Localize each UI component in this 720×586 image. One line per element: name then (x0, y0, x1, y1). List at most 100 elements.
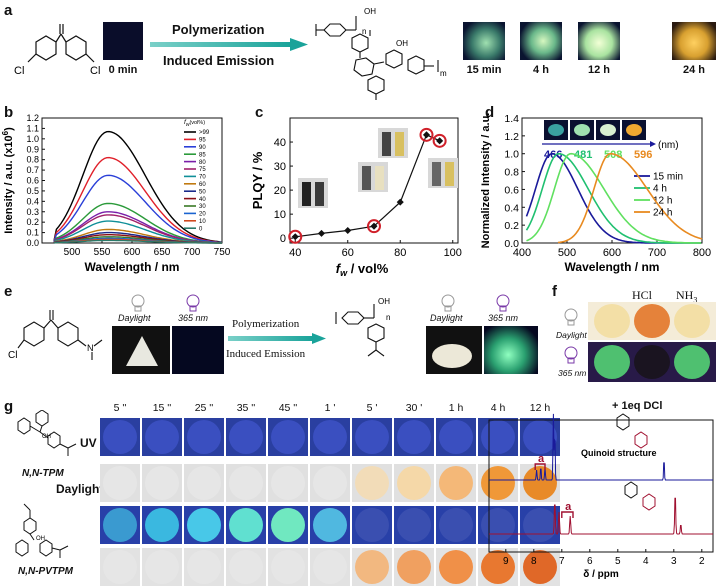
arrow-e (228, 333, 326, 344)
sample-spot (481, 550, 515, 584)
pvtpm-day-cell (352, 548, 392, 586)
xlabel-c: fw / vol% (336, 261, 389, 276)
sample-spot (481, 466, 515, 500)
tpm-uv-cell (478, 418, 518, 456)
panel-label-f: f (552, 283, 557, 300)
photo-24h (672, 22, 716, 60)
bulb-icon-2 (441, 294, 455, 312)
series-line-d (526, 152, 702, 244)
peak-arrow-head (650, 141, 656, 147)
tpm-uv-cell (394, 418, 434, 456)
bracket-bottom (561, 511, 574, 518)
tpm-day-cell (478, 464, 518, 502)
sample-spot (439, 550, 473, 584)
ytick-label-d: 0.6 (504, 184, 519, 196)
panel-label-a: a (4, 2, 13, 19)
pvtpm-uv-cell (268, 506, 308, 544)
pvtpm-day-cell (100, 548, 140, 586)
arrow-top-text-e: Polymerization (232, 318, 300, 330)
tpm-day-cell (310, 464, 350, 502)
tpm-label: N,N-TPM (22, 468, 64, 479)
legend-label-d: 24 h (653, 208, 672, 219)
nmr-xlabel: δ / ppm (583, 569, 619, 580)
tpm-ring-nmr-2 (642, 493, 656, 511)
peak-label: 508 (604, 149, 622, 161)
xtick-label-d: 800 (693, 247, 711, 259)
sample-spot (229, 420, 263, 454)
tpm-uv-cell (352, 418, 392, 456)
series-line-d (557, 152, 703, 244)
sample-spot (103, 508, 137, 542)
ytick-label-b: 0.2 (26, 217, 39, 227)
tpm-uv-cell (268, 418, 308, 456)
ytick-label-b: 1.1 (26, 123, 39, 133)
nmr-xtick-label: 6 (587, 556, 593, 567)
ytick-label-b: 0.4 (26, 196, 39, 206)
pvtpm-uv-cell (478, 506, 518, 544)
tpm-uv-cell (100, 418, 140, 456)
xtick-label-b: 500 (64, 247, 81, 258)
ytick-label-b: 0.6 (26, 176, 39, 186)
tpm-day-cell (268, 464, 308, 502)
panel-label-d: d (485, 104, 495, 121)
chart-c-plqy: 0 10 20 30 40 40 60 80 100 fw / vol% PLQY / % (250, 117, 462, 276)
photo-monomer-uv (172, 326, 224, 374)
tpm-oh: OH (42, 434, 51, 440)
ytick-label-d: 0.0 (504, 238, 519, 250)
uv-label-e1: 365 nm (178, 313, 209, 323)
photo-monomer-daylight (112, 326, 170, 374)
uv-label-f: 365 nm (558, 368, 587, 378)
legend-title-b: fw(vol%) (184, 119, 205, 128)
ytick-label-d: 0.8 (504, 167, 519, 179)
vial-1 (382, 132, 391, 156)
xlabel-d: Wavelength / nm (565, 260, 660, 274)
pvtpm-day-cell (520, 548, 560, 586)
cl-left: Cl (14, 65, 24, 77)
tpm-uv-cell (436, 418, 476, 456)
pvtpm-day-cell (478, 548, 518, 586)
nmr-xtick-label: 8 (531, 556, 537, 567)
time-5m: 5 ' (366, 402, 378, 414)
pvtpm-day-cell (184, 548, 224, 586)
panel-label-c: c (255, 104, 264, 121)
ytick-label-b: 0.1 (26, 228, 39, 238)
sample-spot (523, 550, 557, 584)
cl-e: Cl (8, 350, 17, 361)
legend-label-b: 75 (199, 167, 206, 173)
ytick-label-d: 1.2 (504, 131, 519, 143)
nmr-xtick-label: 5 (615, 556, 621, 567)
ytick-label-d: 0.2 (504, 220, 519, 232)
arrow-bottom-text: Induced Emission (163, 53, 275, 68)
sample-spot (313, 466, 347, 500)
cl-right: Cl (90, 65, 100, 77)
sample-spot (145, 466, 179, 500)
highlight-ring (288, 229, 303, 244)
legend-label-b: 85 (199, 152, 206, 158)
vial-1 (302, 182, 311, 206)
pvtpm-uv-cell (436, 506, 476, 544)
pvtpm-label: N,N-PVTPM (18, 566, 73, 577)
tpm-uv-cell (226, 418, 266, 456)
sample-spot (355, 420, 389, 454)
photo-15min (463, 22, 505, 60)
sample-spot (145, 550, 179, 584)
series-line-b (53, 156, 223, 243)
peak-label: 596 (634, 149, 652, 161)
ytick-label-c: 40 (274, 137, 286, 149)
pvtpm-uv-cell (226, 506, 266, 544)
spot-day-nh3 (674, 304, 710, 338)
nh3-label: NH3 (676, 288, 697, 304)
oh-1: OH (364, 7, 376, 16)
vial-1 (432, 162, 441, 186)
highlight-ring (367, 219, 381, 234)
sample-spot (439, 466, 473, 500)
inset-sample-d (600, 124, 616, 136)
nmr-trace-bottom (489, 497, 713, 535)
xtick-label-c: 60 (342, 247, 354, 259)
sample-spot (229, 550, 263, 584)
time-label-15min: 15 min (466, 64, 502, 76)
xtick-label-b: 650 (154, 247, 171, 258)
pvtpm-day-cell (436, 548, 476, 586)
spot-uv-nh3 (674, 345, 710, 379)
photo-0min (103, 22, 143, 60)
